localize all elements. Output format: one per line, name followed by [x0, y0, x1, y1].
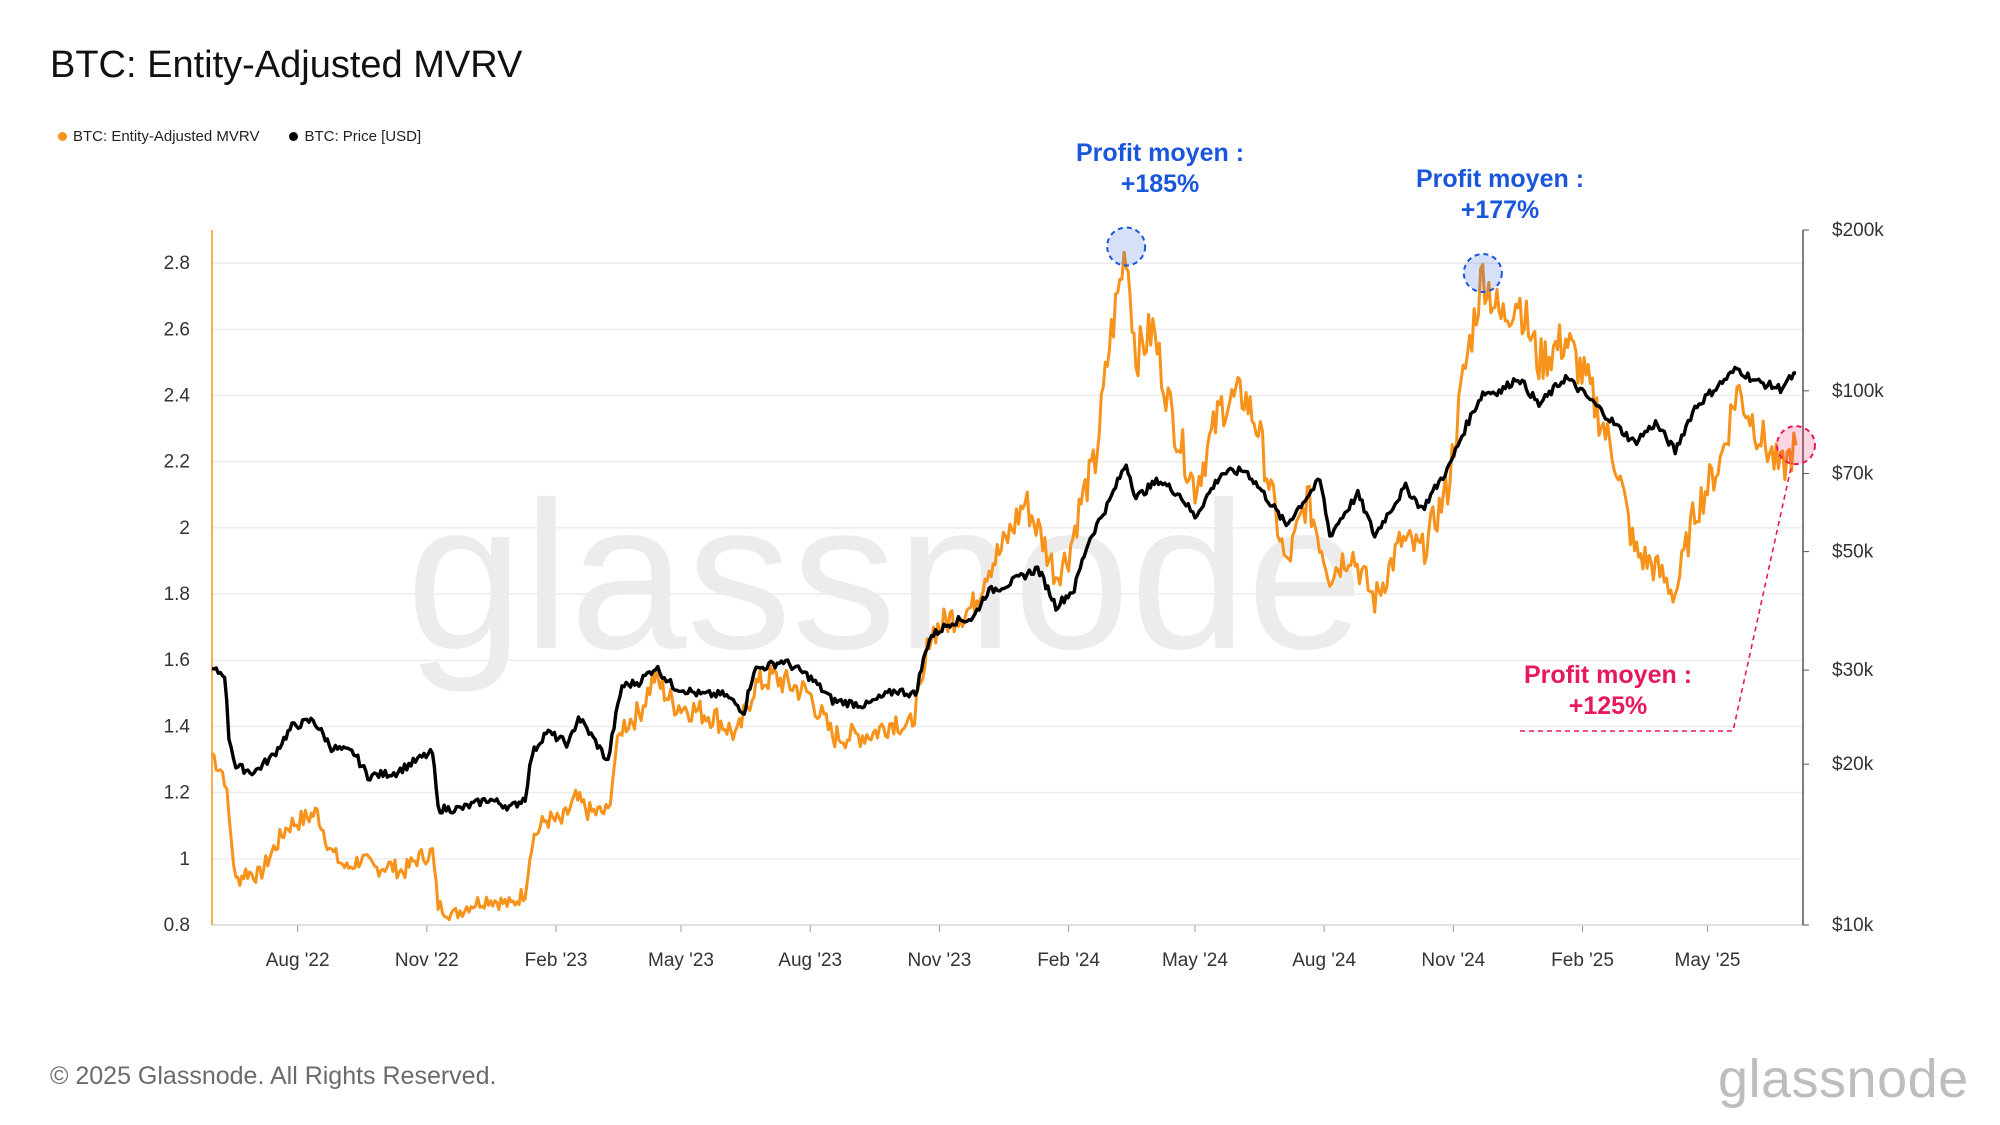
series-line-mvrv [210, 250, 1798, 922]
annotation-line1: Profit moyen : [1075, 139, 1245, 167]
annotation-line2: +177% [1460, 196, 1540, 224]
left-tick-label: 2.4 [164, 385, 191, 406]
left-tick-label: 2 [179, 518, 190, 539]
annotation-label: Profit moyen : +125% [1524, 660, 1692, 722]
annotation-circle [1775, 425, 1816, 466]
watermark: glassnode [406, 458, 1363, 693]
annotation-line2: +125% [1568, 692, 1648, 720]
legend-item-price[interactable]: BTC: Price [USD] [289, 128, 421, 145]
x-tick-label: Aug '22 [266, 950, 330, 971]
annotation-label: Profit moyen : +185% [1076, 138, 1244, 200]
legend-swatch-price [289, 132, 299, 141]
left-tick-label: 1.2 [164, 783, 190, 804]
right-tick-label: $200k [1832, 220, 1884, 241]
brand-logo: glassnode [1718, 1049, 1969, 1109]
right-tick-label: $10k [1832, 915, 1874, 936]
left-tick-label: 2.2 [164, 452, 190, 473]
left-tick-label: 2.8 [164, 253, 190, 274]
legend-label-price: BTC: Price [USD] [304, 128, 422, 145]
x-tick-label: Nov '22 [395, 950, 459, 971]
annotation-line1: Profit moyen : [1415, 165, 1585, 193]
legend-label-mvrv: BTC: Entity-Adjusted MVRV [73, 128, 260, 145]
left-tick-label: 1.4 [164, 716, 191, 737]
left-tick-label: 2.6 [164, 319, 190, 340]
right-tick-label: $20k [1832, 754, 1874, 775]
gridlines [212, 262, 1803, 926]
axes: 0.8 1 1.2 1.4 1.6 1.8 2 2.2 2.4 2.6 2.8 $10k $20k $30… [164, 220, 1885, 971]
copyright-footer: © 2025 Glassnode. All Rights Reserved. [50, 1062, 497, 1090]
x-tick-label: May '25 [1675, 950, 1741, 971]
right-tick-label: $100k [1832, 381, 1884, 402]
left-tick-label: 1 [179, 849, 190, 870]
x-tick-label: Nov '24 [1421, 950, 1485, 971]
left-tick-label: 1.8 [164, 584, 190, 605]
right-tick-label: $30k [1832, 660, 1874, 681]
annotation-marks [1106, 226, 1816, 732]
x-tick-label: Feb '25 [1551, 950, 1614, 971]
x-tick-label: May '23 [648, 950, 714, 971]
series-group [210, 250, 1798, 922]
x-tick-label: Nov '23 [907, 950, 971, 971]
x-tick-label: Aug '23 [778, 950, 842, 971]
annotation-line2: +185% [1120, 170, 1200, 198]
left-tick-label: 0.8 [164, 915, 190, 936]
legend-item-mvrv[interactable]: BTC: Entity-Adjusted MVRV [58, 128, 259, 145]
x-tick-label: Aug '24 [1292, 950, 1356, 971]
legend-swatch-mvrv [58, 132, 67, 141]
series-line-price [211, 365, 1797, 815]
annotation-line1: Profit moyen : [1523, 661, 1693, 689]
x-tick-label: Feb '23 [525, 950, 588, 971]
annotation-circle [1106, 226, 1147, 267]
right-tick-label: $50k [1832, 542, 1874, 563]
right-tick-label: $70k [1832, 464, 1874, 485]
chart-title: BTC: Entity-Adjusted MVRV [50, 44, 523, 86]
x-tick-label: Feb '24 [1037, 950, 1100, 971]
left-tick-label: 1.6 [164, 650, 190, 671]
annotation-circle [1462, 253, 1503, 294]
x-tick-label: May '24 [1162, 950, 1228, 971]
annotation-label: Profit moyen : +177% [1416, 164, 1584, 226]
chart-legend: BTC: Entity-Adjusted MVRV BTC: Price [US… [58, 128, 421, 145]
